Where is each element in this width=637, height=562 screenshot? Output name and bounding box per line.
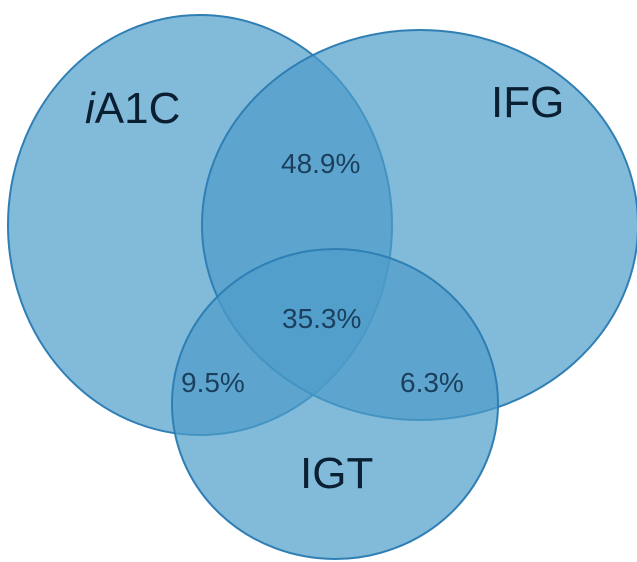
a1c-ifg-overlap-label: 48.9% <box>281 148 360 179</box>
ifg-igt-overlap-label: 6.3% <box>400 367 464 398</box>
triple-overlap-label: 35.3% <box>282 303 361 334</box>
igt-circle <box>171 248 499 560</box>
a1c-igt-overlap-label: 9.5% <box>181 367 245 398</box>
igt-set-label: IGT <box>300 449 373 498</box>
ifg-set-label: IFG <box>491 78 564 127</box>
a1c-set-label: iA1C <box>85 84 180 133</box>
